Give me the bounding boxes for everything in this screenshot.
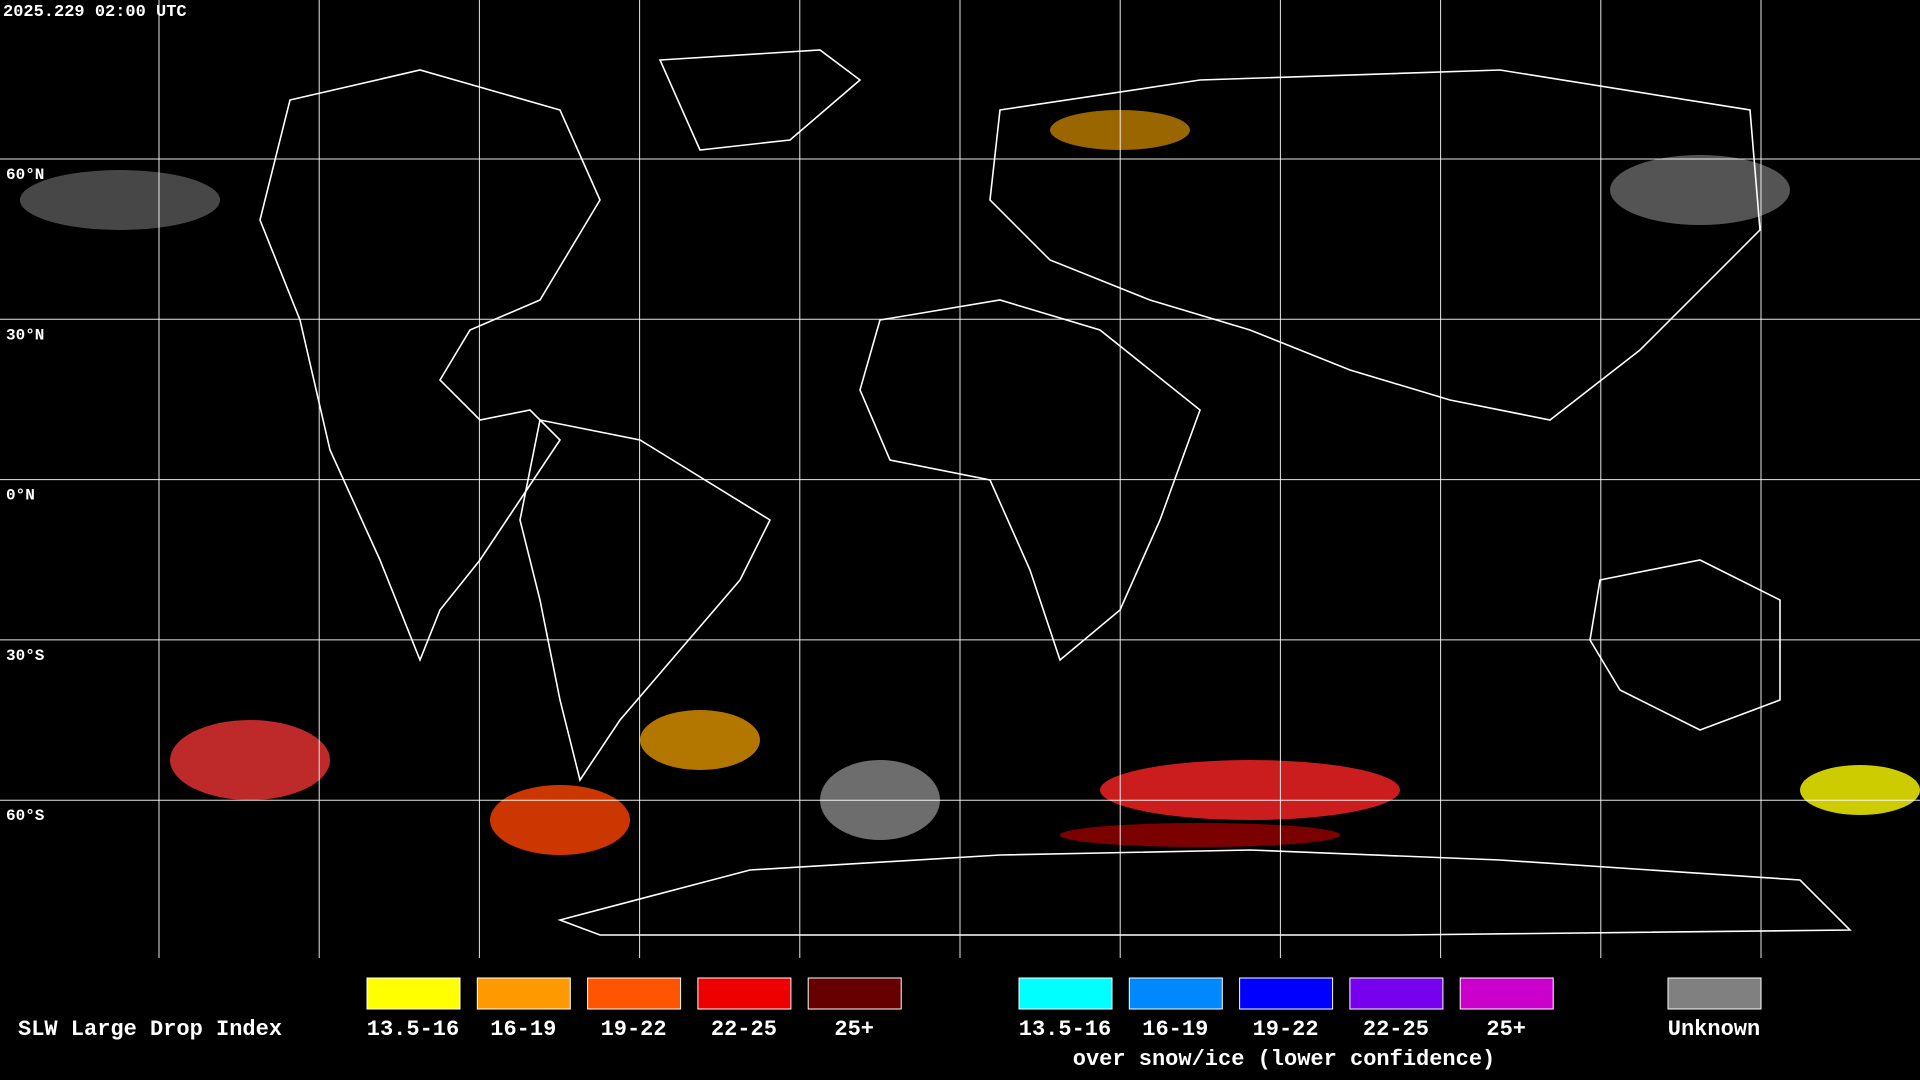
legend-swatch: [807, 977, 902, 1010]
legend-swatch: [366, 977, 461, 1010]
legend-swatch: [697, 977, 792, 1010]
legend-label: 19-22: [601, 1017, 667, 1042]
latitude-label: 30°S: [6, 647, 45, 665]
legend-swatch: [476, 977, 571, 1010]
timestamp: 2025.229 02:00 UTC: [3, 3, 187, 22]
legend-swatch: [587, 977, 682, 1010]
legend-label: 22-25: [1363, 1017, 1429, 1042]
latitude-label: 60°N: [6, 166, 44, 184]
legend-label: 22-25: [711, 1017, 777, 1042]
legend-swatch: [1128, 977, 1223, 1010]
legend-label: 16-19: [1142, 1017, 1208, 1042]
latitude-labels: 60°N 30°N 0°N 30°S 60°S: [6, 166, 45, 825]
latitude-label: 60°S: [6, 807, 45, 825]
legend-label: 16-19: [490, 1017, 556, 1042]
latitude-label: 0°N: [6, 487, 35, 505]
legend-swatch: [1459, 977, 1554, 1010]
legend: 13.5-16 16-19 19-22 22-25 25+ 13.5-16 16-19 19-…: [366, 977, 1762, 1042]
cloud-areas: [20, 110, 1920, 855]
legend-label: 19-22: [1253, 1017, 1319, 1042]
legend-title: SLW Large Drop Index: [18, 1017, 282, 1042]
legend-swatch: [1239, 977, 1334, 1010]
legend-swatch: [1667, 977, 1762, 1010]
legend-label: 13.5-16: [1019, 1017, 1111, 1042]
graticule: [0, 0, 1920, 958]
legend-caption: over snow/ice (lower confidence): [1073, 1047, 1495, 1072]
legend-label: 13.5-16: [367, 1017, 459, 1042]
legend-label: 25+: [834, 1017, 874, 1042]
latitude-label: 30°N: [6, 326, 44, 344]
legend-label: 25+: [1486, 1017, 1526, 1042]
legend-swatch: [1018, 977, 1113, 1010]
legend-swatch: [1349, 977, 1444, 1010]
legend-label: Unknown: [1668, 1017, 1760, 1042]
